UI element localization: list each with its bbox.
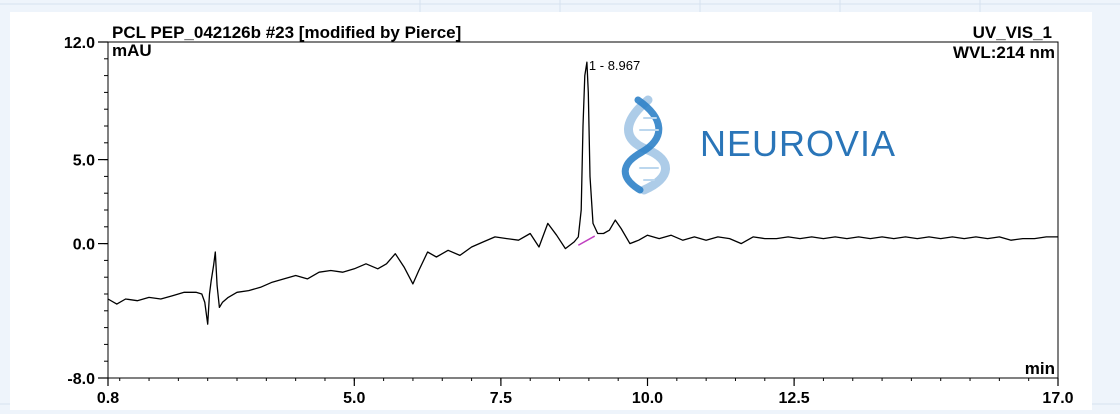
y-tick-label: 0.0 [73, 237, 95, 254]
x-tick-label: 17.0 [1042, 390, 1073, 407]
x-tick-label: 12.5 [779, 390, 810, 407]
y-tick-label: 12.0 [64, 35, 95, 52]
chromatogram-trace [107, 61, 1058, 325]
series-layer: 1 - 8.967 [107, 58, 1058, 325]
peak-label: 1 - 8.967 [589, 58, 640, 73]
y-tick-label: 5.0 [73, 153, 95, 170]
plot-panel [10, 12, 1092, 410]
peak-baseline-marker [577, 235, 596, 246]
axes-layer: 12.0 5.0 0.0 -8.00.8 5.0 7.5 10.0 12.5 17.0 [64, 35, 1074, 407]
dna-helix-icon [621, 95, 670, 195]
neurovia-wordmark: NEUROVIA [700, 123, 896, 164]
x-axis-unit-label: min [1025, 359, 1055, 378]
y-axis-unit-label: mAU [112, 41, 152, 60]
x-tick-label: 0.8 [97, 390, 119, 407]
channel-label: UV_VIS_1 [973, 23, 1052, 42]
y-tick-label: -8.0 [67, 371, 95, 388]
x-tick-label: 10.0 [632, 390, 663, 407]
x-tick-label: 5.0 [343, 390, 365, 407]
neurovia-logo: NEUROVIA [621, 95, 896, 195]
x-tick-label: 7.5 [490, 390, 512, 407]
wavelength-label: WVL:214 nm [953, 43, 1055, 62]
chart-title: PCL PEP_042126b #23 [modified by Pierce] [112, 23, 461, 42]
